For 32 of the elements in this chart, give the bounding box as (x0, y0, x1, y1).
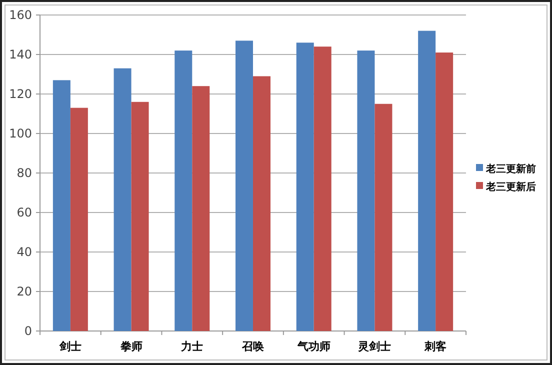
bar (174, 50, 192, 331)
y-tick-label: 80 (16, 166, 32, 180)
y-tick-label: 160 (9, 8, 32, 22)
bar (314, 46, 332, 331)
bar (374, 104, 392, 331)
bar (296, 42, 314, 331)
bar (357, 50, 375, 331)
y-tick-label: 60 (16, 206, 32, 220)
x-tick-label: 召唤 (241, 340, 264, 353)
bar (436, 52, 454, 331)
x-tick-label: 拳师 (119, 340, 142, 353)
bar (418, 30, 436, 331)
bar (236, 40, 253, 331)
x-tick-label: 刺客 (424, 340, 447, 353)
bar (114, 68, 132, 331)
bar (253, 76, 270, 331)
y-tick-label: 0 (24, 324, 32, 338)
legend-label: 老三更新后 (485, 181, 536, 193)
bar (192, 86, 210, 331)
bar (52, 80, 70, 331)
bar (70, 108, 88, 331)
x-tick-label: 灵剑士 (357, 340, 392, 353)
y-tick-label: 120 (9, 87, 32, 101)
y-tick-label: 100 (9, 126, 32, 140)
x-tick-label: 气功师 (296, 340, 330, 353)
y-tick-label: 20 (16, 284, 32, 298)
y-tick-label: 40 (16, 245, 32, 259)
y-tick-label: 140 (9, 48, 32, 62)
x-tick-label: 力士 (180, 340, 204, 353)
bar (131, 102, 149, 331)
x-tick-label: 剑士 (58, 340, 82, 353)
legend-label: 老三更新前 (485, 163, 536, 175)
